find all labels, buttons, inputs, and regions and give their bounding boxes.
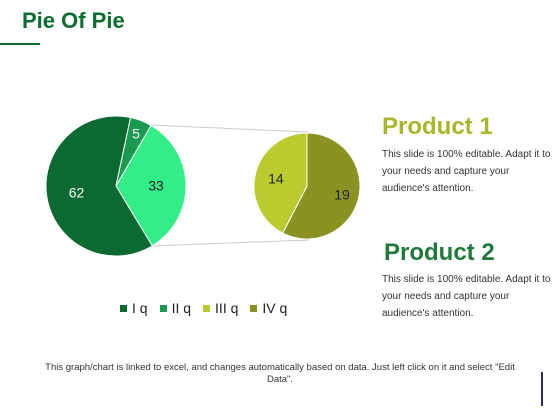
main-pie: 33 62 5 xyxy=(45,115,187,257)
legend-swatch xyxy=(120,304,127,312)
legend-item-2: II q xyxy=(159,300,192,316)
product-2-description: This slide is 100% editable. Adapt it to… xyxy=(382,274,551,319)
secondary-pie-label-III-q: 14 xyxy=(268,170,284,186)
footnote: This graph/chart is linked to excel, and… xyxy=(45,362,515,385)
connector-line-bottom xyxy=(149,239,310,247)
product-2-title: Product 2 xyxy=(384,239,495,266)
secondary-pie-label-IV-q: 19 xyxy=(334,186,350,202)
secondary-pie-slice-III-q xyxy=(253,132,308,234)
legend-swatch xyxy=(250,304,258,312)
title-underline xyxy=(0,43,40,45)
main-pie-label-I-q: 62 xyxy=(69,185,85,201)
main-pie-label-III-q: 33 xyxy=(148,178,164,194)
legend-swatch xyxy=(203,304,211,312)
legend-label: I q xyxy=(132,300,148,316)
main-pie-slice-II-q xyxy=(115,116,152,187)
main-pie-label-II-q: 5 xyxy=(132,126,140,142)
secondary-pie-slice-IV-q xyxy=(282,132,361,240)
legend-label: IV q xyxy=(262,300,288,316)
connector-line-top xyxy=(149,124,310,133)
main-pie-slice-III-q xyxy=(115,124,187,247)
product-1-description: This slide is 100% editable. Adapt it to… xyxy=(382,149,551,194)
legend-label: II q xyxy=(171,300,192,316)
legend-item-1: I q xyxy=(120,300,148,316)
legend-item-3: III q xyxy=(203,300,238,316)
legend-item-4: IV q xyxy=(250,300,287,316)
chart-legend: I q II q III q IV q xyxy=(120,300,287,316)
legend-label: III q xyxy=(215,300,239,316)
product-1-title: Product 1 xyxy=(382,113,493,140)
page-title: Pie Of Pie xyxy=(22,8,125,33)
legend-swatch xyxy=(159,304,167,312)
corner-mark xyxy=(541,372,543,406)
main-pie-slice-I-q xyxy=(45,115,153,257)
